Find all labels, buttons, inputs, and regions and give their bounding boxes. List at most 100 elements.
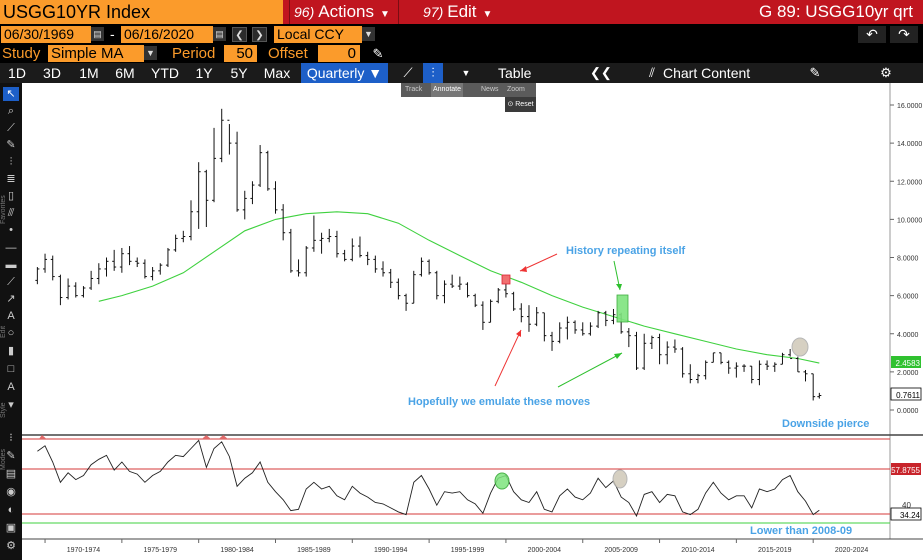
edit-menu-button[interactable]: 97) Edit ▼ <box>398 0 516 24</box>
price-bar <box>788 349 793 360</box>
mode-zoom[interactable]: Zoom <box>507 86 525 93</box>
annotation-history: History repeating itself <box>566 245 686 257</box>
thick-line-icon[interactable]: ▬ <box>5 259 17 271</box>
price-bar <box>104 257 109 277</box>
tab-1m[interactable]: 1M <box>79 65 99 81</box>
mode-news[interactable]: News <box>481 86 499 93</box>
drawing-toolbar: ↖ ⌕ ⟋ ✎ ⫶ ≣ ▯ ⫻ • — ▬ ⟋ ↗ A ○ ▮ □ A ▾ ⁝ … <box>0 83 22 560</box>
channel-icon[interactable]: ⫻ <box>7 207 15 219</box>
y-tick-label: 12.0000 <box>897 179 922 186</box>
price-bar <box>765 360 770 370</box>
tab-5y[interactable]: 5Y <box>230 65 248 81</box>
tab-6m[interactable]: 6M <box>115 65 135 81</box>
offset-input[interactable]: 0 <box>318 45 360 62</box>
edit-chart-icon[interactable]: ✎ <box>809 65 821 80</box>
price-bar <box>373 255 378 273</box>
tab-max[interactable]: Max <box>263 65 291 81</box>
chevron-down-icon[interactable]: ▾ <box>8 399 14 411</box>
eraser-icon[interactable]: ▮ <box>7 345 15 357</box>
study-bar: Study Simple MA ▼ Period 50 Offset 0 ✎ <box>0 44 923 63</box>
price-bar <box>304 246 309 277</box>
x-tick-label: 2020-2024 <box>835 547 869 554</box>
price-bar <box>188 200 193 241</box>
price-bar <box>473 293 478 308</box>
ma-value-box <box>891 356 921 368</box>
chart-area[interactable]: 16.0000 14.0000 12.0000 10.0000 8.0000 6.0000… <box>22 83 923 560</box>
offset-label: Offset <box>268 45 308 62</box>
price-bar <box>227 119 232 155</box>
chevron-right-icon[interactable]: ❯ <box>252 27 267 42</box>
chart-content-button[interactable]: Chart Content <box>663 65 751 81</box>
tab-3d[interactable]: 3D <box>43 65 61 81</box>
link-icon[interactable]: ◉ <box>6 486 16 498</box>
pencil-icon[interactable]: ✎ <box>372 46 384 61</box>
bar-chart-icon[interactable]: ⫶ <box>423 63 443 83</box>
capture-icon[interactable]: ◐ <box>7 504 15 516</box>
ray-icon[interactable]: ⟋ <box>7 276 15 288</box>
x-tick-label: 2005-2009 <box>604 547 638 554</box>
edit-section-label: Edit <box>0 325 7 338</box>
fibonacci-icon[interactable]: ≣ <box>6 173 16 185</box>
cursor-icon[interactable]: ↖ <box>3 87 19 101</box>
x-tick-label: 1980-1984 <box>220 547 254 554</box>
bullet-icon[interactable]: • <box>9 224 13 236</box>
price-bar <box>780 352 785 365</box>
calendar-icon[interactable]: ▤ <box>213 27 226 41</box>
grid-icon[interactable]: ⁝ <box>9 432 13 444</box>
layers-icon[interactable]: ▤ <box>5 468 17 480</box>
currency-field[interactable]: Local CCY <box>274 26 362 43</box>
chevron-down-icon[interactable]: ▼ <box>461 68 471 78</box>
tab-1d[interactable]: 1D <box>8 65 26 81</box>
reset-button[interactable]: ⊙ Reset <box>505 97 536 112</box>
settings-icon[interactable]: ⚙ <box>6 540 16 552</box>
price-bar <box>480 301 485 330</box>
text-icon[interactable]: A <box>7 310 15 322</box>
chevron-down-icon[interactable]: ▼ <box>362 27 375 41</box>
chevron-left-icon[interactable]: ❮ <box>232 27 247 42</box>
chevron-down-icon[interactable]: ▼ <box>144 46 157 60</box>
price-bar <box>542 312 547 342</box>
arrow-icon[interactable]: ↗ <box>6 293 16 305</box>
price-bar <box>81 286 86 298</box>
actions-menu-button[interactable]: 96) Actions ▼ <box>289 0 396 24</box>
pencil-icon[interactable]: ✎ <box>6 139 16 151</box>
rsi-tick-40: 40 <box>902 501 911 510</box>
frequency-select[interactable]: Quarterly ▼ <box>301 63 388 83</box>
moving-average-line <box>98 211 820 364</box>
line-chart-icon[interactable]: ⟋ <box>403 65 413 80</box>
font-icon[interactable]: A <box>7 381 15 393</box>
price-bar <box>603 310 608 327</box>
tab-1y[interactable]: 1Y <box>195 65 213 81</box>
horizontal-line-icon[interactable]: — <box>5 242 17 254</box>
bar-tool-icon[interactable]: ⫶ <box>9 156 13 168</box>
rsi-line <box>37 439 820 518</box>
y-tick-label: 4.0000 <box>897 332 919 339</box>
period-input[interactable]: 50 <box>224 45 257 62</box>
table-button[interactable]: Table <box>498 65 532 81</box>
calendar-icon[interactable]: ▤ <box>91 27 104 41</box>
x-tick-label: 1995-1999 <box>451 547 485 554</box>
gear-icon[interactable]: ⚙ <box>880 65 892 80</box>
mode-icon[interactable]: ▣ <box>5 522 17 534</box>
security-ticker-field[interactable]: USGG10YR Index <box>0 0 283 24</box>
tab-ytd[interactable]: YTD <box>151 65 179 81</box>
start-date-field[interactable]: 06/30/1969 <box>1 26 91 43</box>
rectangle-icon[interactable]: ▯ <box>7 190 15 202</box>
price-bar <box>726 360 731 374</box>
mode-annotate[interactable]: Annotate <box>431 83 464 97</box>
price-bar <box>442 280 447 304</box>
mode-track[interactable]: Track <box>405 86 423 93</box>
price-bar <box>695 373 700 384</box>
study-select[interactable]: Simple MA <box>48 45 144 62</box>
circle-icon[interactable]: ○ <box>7 327 15 339</box>
reset-label: Reset <box>515 101 534 108</box>
price-bar <box>135 257 140 268</box>
trendline-icon[interactable]: ⟋ <box>7 122 15 134</box>
collapse-icon[interactable]: ❮❮ <box>590 65 612 80</box>
redo-icon[interactable]: ↷ <box>890 26 918 43</box>
end-date-field[interactable]: 06/16/2020 <box>121 26 213 43</box>
brush-icon[interactable]: ✎ <box>6 450 16 462</box>
zoom-icon[interactable]: ⌕ <box>7 105 15 117</box>
undo-icon[interactable]: ↶ <box>858 26 886 43</box>
square-icon[interactable]: □ <box>7 363 15 375</box>
